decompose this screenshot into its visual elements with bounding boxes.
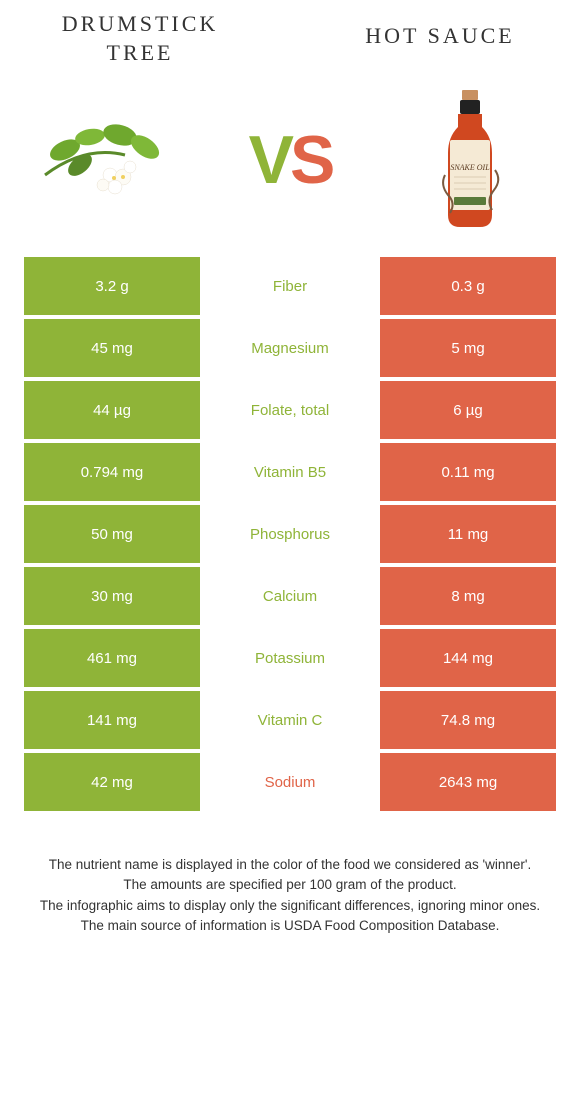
vs-v: V <box>249 122 290 198</box>
nutrient-label: Vitamin B5 <box>200 443 380 501</box>
footer-line2: The amounts are specified per 100 gram o… <box>20 875 560 895</box>
vs-s: S <box>290 122 331 198</box>
nutrient-row: 30 mgCalcium8 mg <box>24 567 556 625</box>
right-title: Hot sauce <box>365 23 514 48</box>
left-food-image <box>30 90 190 230</box>
nutrient-table: 3.2 gFiber0.3 g45 mgMagnesium5 mg44 µgFo… <box>0 257 580 811</box>
footer-line1: The nutrient name is displayed in the co… <box>20 855 560 875</box>
right-value: 2643 mg <box>380 753 556 811</box>
nutrient-row: 44 µgFolate, total6 µg <box>24 381 556 439</box>
nutrient-row: 141 mgVitamin C74.8 mg <box>24 691 556 749</box>
right-value: 6 µg <box>380 381 556 439</box>
nutrient-label: Folate, total <box>200 381 380 439</box>
plant-icon <box>35 105 185 215</box>
left-value: 45 mg <box>24 319 200 377</box>
right-value: 74.8 mg <box>380 691 556 749</box>
right-value: 5 mg <box>380 319 556 377</box>
nutrient-row: 0.794 mgVitamin B50.11 mg <box>24 443 556 501</box>
left-value: 42 mg <box>24 753 200 811</box>
nutrient-row: 50 mgPhosphorus11 mg <box>24 505 556 563</box>
right-value: 11 mg <box>380 505 556 563</box>
nutrient-row: 461 mgPotassium144 mg <box>24 629 556 687</box>
footer-line3: The infographic aims to display only the… <box>20 896 560 916</box>
nutrient-label: Sodium <box>200 753 380 811</box>
left-value: 3.2 g <box>24 257 200 315</box>
left-value: 44 µg <box>24 381 200 439</box>
nutrient-label: Fiber <box>200 257 380 315</box>
left-food-title: Drumstick tree <box>40 10 240 67</box>
left-value: 50 mg <box>24 505 200 563</box>
nutrient-row: 42 mgSodium2643 mg <box>24 753 556 811</box>
nutrient-label: Calcium <box>200 567 380 625</box>
bottle-label-text: SNAKE OIL <box>450 163 490 172</box>
left-value: 461 mg <box>24 629 200 687</box>
right-value: 0.3 g <box>380 257 556 315</box>
right-value: 0.11 mg <box>380 443 556 501</box>
nutrient-label: Magnesium <box>200 319 380 377</box>
nutrient-row: 45 mgMagnesium5 mg <box>24 319 556 377</box>
left-title-line1: Drumstick <box>62 11 219 36</box>
right-food-title: Hot sauce <box>340 10 540 51</box>
header: Drumstick tree Hot sauce <box>0 0 580 67</box>
right-food-image: SNAKE OIL <box>390 90 550 230</box>
nutrient-label: Vitamin C <box>200 691 380 749</box>
nutrient-row: 3.2 gFiber0.3 g <box>24 257 556 315</box>
bottle-icon: SNAKE OIL <box>430 85 510 235</box>
left-value: 0.794 mg <box>24 443 200 501</box>
nutrient-label: Potassium <box>200 629 380 687</box>
left-value: 30 mg <box>24 567 200 625</box>
right-value: 144 mg <box>380 629 556 687</box>
left-title-line2: tree <box>107 40 174 65</box>
footer-notes: The nutrient name is displayed in the co… <box>0 815 580 936</box>
left-value: 141 mg <box>24 691 200 749</box>
imagery-row: VS SNAKE OIL <box>0 67 580 257</box>
footer-line4: The main source of information is USDA F… <box>20 916 560 936</box>
vs-label: VS <box>249 121 332 199</box>
right-value: 8 mg <box>380 567 556 625</box>
nutrient-label: Phosphorus <box>200 505 380 563</box>
